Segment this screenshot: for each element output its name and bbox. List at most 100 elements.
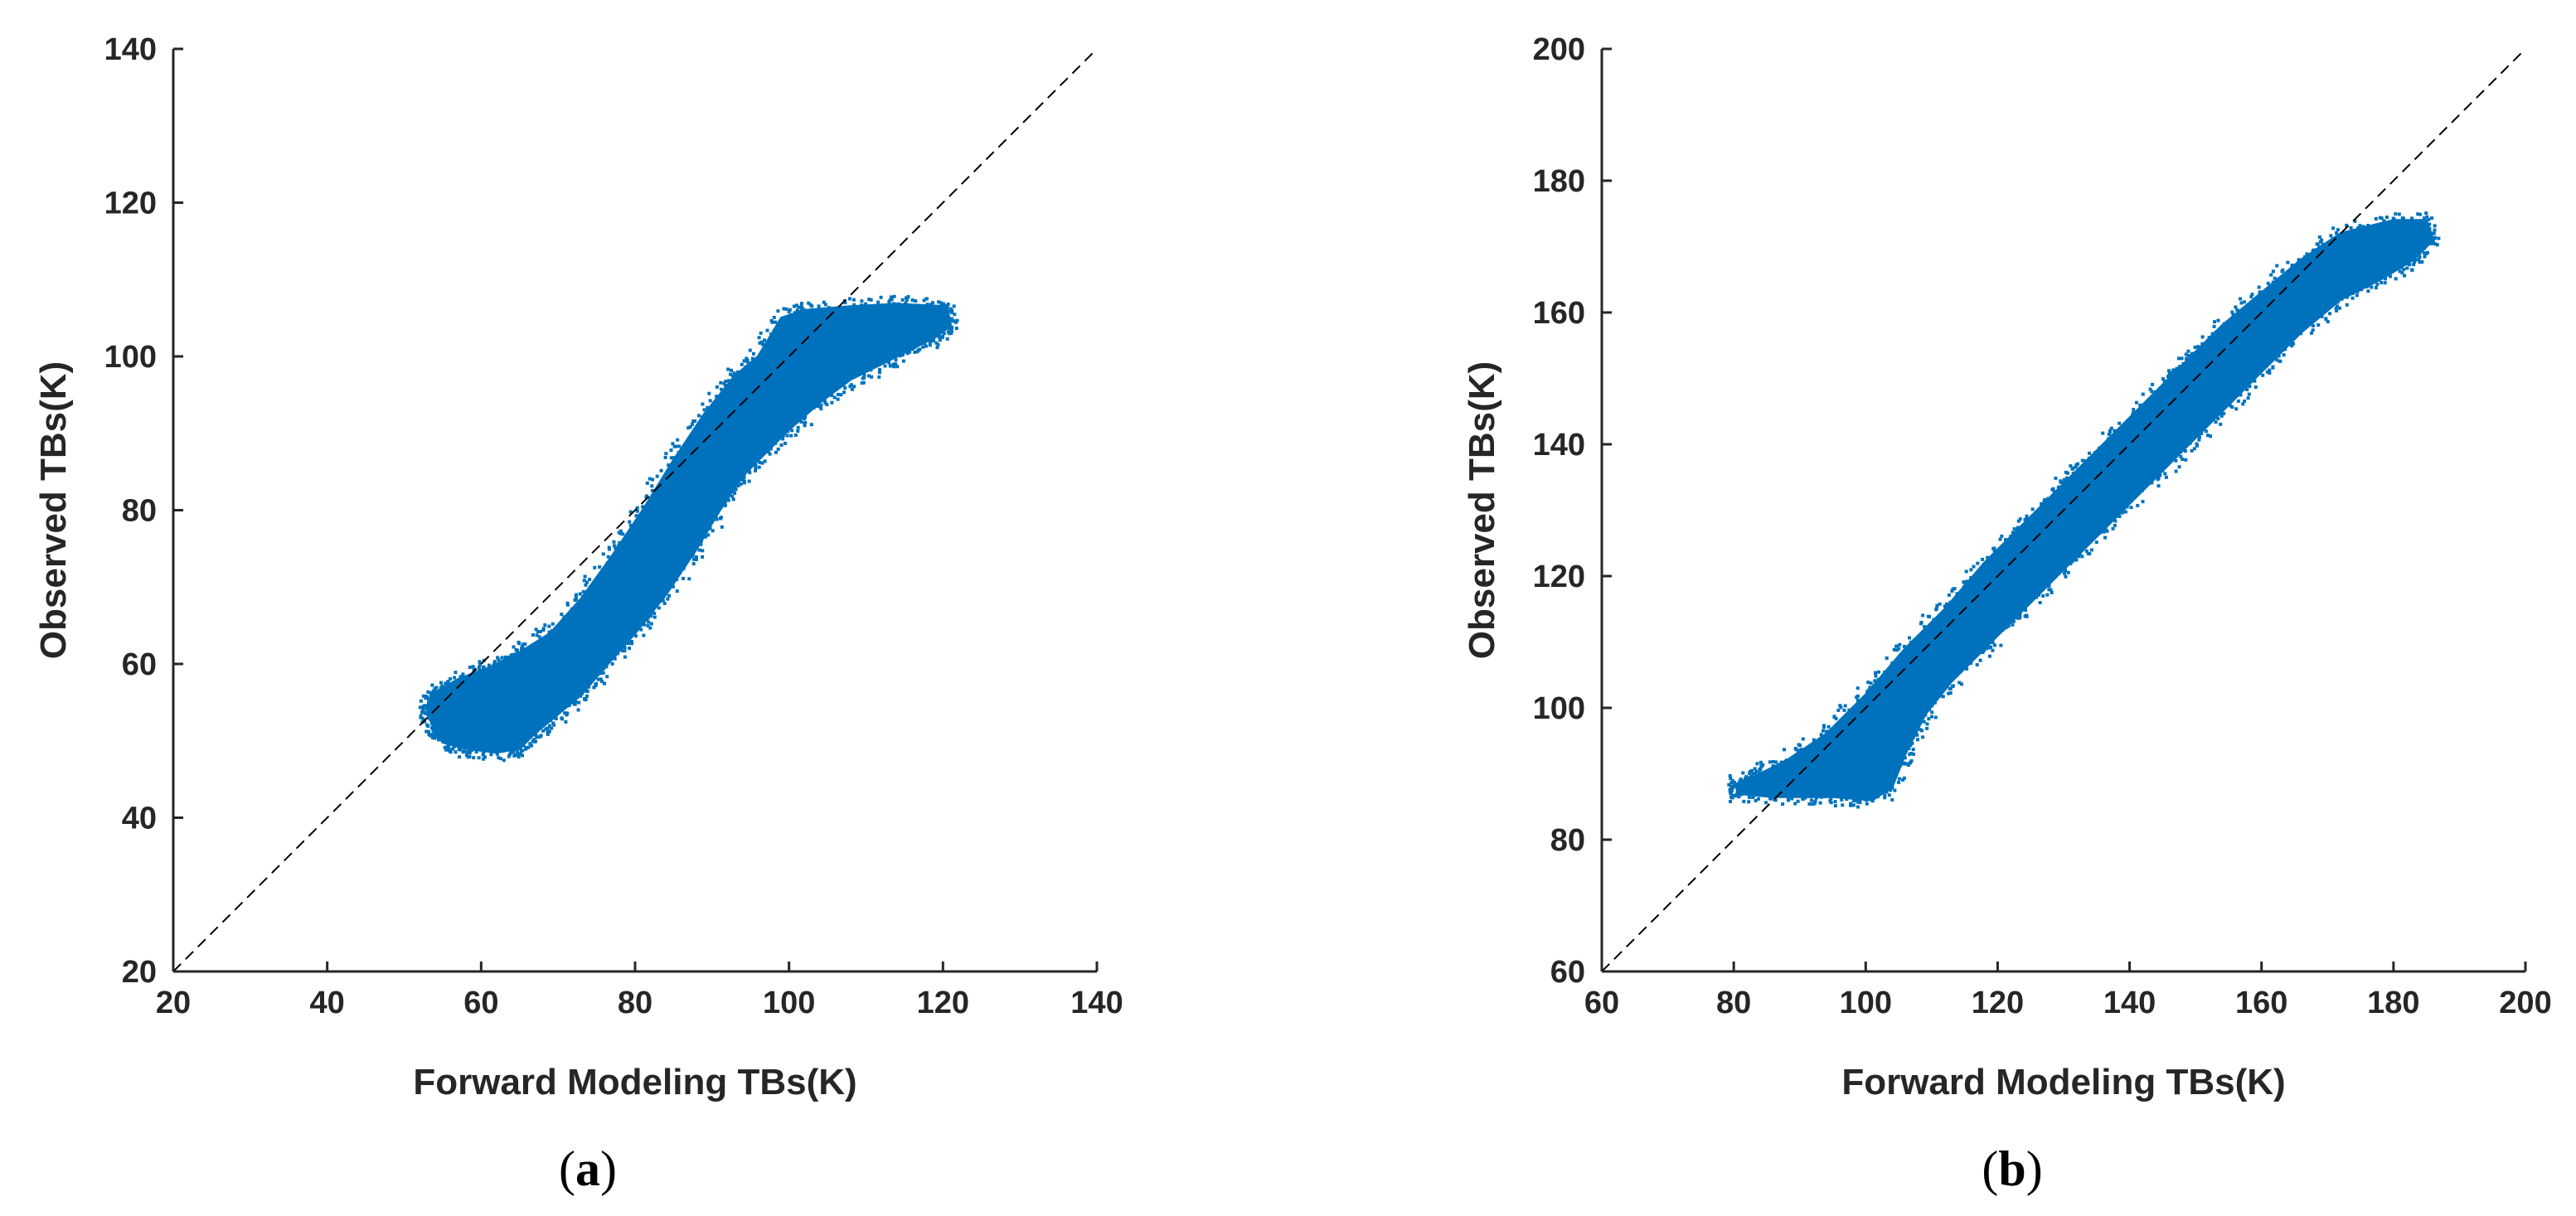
data-point xyxy=(2337,306,2341,310)
data-point xyxy=(679,566,683,570)
data-point xyxy=(1802,755,1807,759)
data-point xyxy=(751,366,755,370)
data-point xyxy=(740,478,745,482)
data-point xyxy=(808,303,813,307)
data-point xyxy=(1728,774,1732,778)
data-point xyxy=(2370,285,2374,289)
data-point xyxy=(723,503,727,507)
data-point xyxy=(1893,788,1897,792)
data-point xyxy=(799,420,803,424)
data-point xyxy=(431,733,435,737)
data-point xyxy=(612,656,616,659)
data-point xyxy=(2190,351,2194,356)
data-point xyxy=(574,700,578,704)
data-point xyxy=(2084,463,2088,468)
data-point xyxy=(648,607,652,611)
data-point xyxy=(1871,796,1875,799)
data-point xyxy=(669,448,673,453)
data-point xyxy=(1743,780,1747,784)
data-point xyxy=(1893,753,1897,758)
data-point xyxy=(2205,347,2210,351)
data-point xyxy=(2148,469,2152,472)
data-point xyxy=(543,623,547,627)
data-point xyxy=(646,623,650,627)
data-point xyxy=(2054,476,2058,480)
data-point xyxy=(1918,638,1922,642)
data-point xyxy=(446,680,450,684)
data-point xyxy=(2250,293,2254,297)
data-point xyxy=(489,753,493,757)
data-point xyxy=(1836,791,1841,794)
data-point xyxy=(2093,527,2097,531)
data-point xyxy=(504,739,508,744)
data-point xyxy=(952,319,956,323)
data-point xyxy=(1957,681,1962,685)
data-point xyxy=(2144,405,2148,409)
data-point xyxy=(1938,602,1942,606)
data-point xyxy=(637,528,641,531)
data-point xyxy=(2181,364,2185,368)
data-point xyxy=(822,315,827,319)
data-point xyxy=(2057,485,2061,489)
data-point xyxy=(1844,714,1848,718)
data-point xyxy=(1922,719,1926,724)
x-tick-label: 180 xyxy=(2367,986,2419,1020)
data-point xyxy=(2200,335,2205,339)
data-point xyxy=(565,603,570,607)
data-point xyxy=(657,606,661,610)
data-point xyxy=(2205,434,2210,438)
data-point xyxy=(1970,579,1974,583)
data-point xyxy=(731,478,735,482)
data-point xyxy=(891,362,895,366)
data-point xyxy=(757,336,761,340)
data-point xyxy=(1761,788,1765,792)
data-point xyxy=(2311,324,2315,327)
data-point xyxy=(530,744,534,748)
data-point xyxy=(2418,252,2421,255)
data-point xyxy=(2062,480,2066,484)
data-point xyxy=(657,599,662,603)
data-point xyxy=(1777,763,1781,767)
data-point xyxy=(928,343,932,347)
data-point xyxy=(728,384,732,388)
data-point xyxy=(1729,792,1733,796)
data-point xyxy=(2016,519,2021,523)
data-point xyxy=(2006,624,2011,628)
data-point xyxy=(2247,392,2251,396)
data-point xyxy=(779,443,783,447)
data-point xyxy=(482,749,486,753)
data-point xyxy=(905,298,909,302)
data-point xyxy=(2315,249,2318,253)
data-point xyxy=(714,512,717,516)
data-point xyxy=(693,419,697,423)
data-point xyxy=(2040,579,2045,584)
data-point xyxy=(567,699,571,703)
data-point xyxy=(516,648,519,652)
data-point xyxy=(2089,532,2093,536)
data-point xyxy=(2394,266,2398,270)
data-point xyxy=(754,468,758,472)
data-point xyxy=(1749,782,1753,787)
data-point xyxy=(1770,792,1774,797)
data-point xyxy=(706,524,711,528)
data-point xyxy=(2235,313,2239,317)
data-point xyxy=(2265,370,2269,374)
data-point xyxy=(435,692,439,696)
data-point xyxy=(2278,343,2282,347)
data-point xyxy=(2098,530,2103,535)
data-point xyxy=(803,417,807,421)
data-point xyxy=(817,304,821,308)
data-point xyxy=(2046,497,2050,501)
panel-label-letter: a xyxy=(575,1141,600,1196)
data-point xyxy=(935,332,939,336)
data-point xyxy=(580,692,584,695)
data-point xyxy=(664,452,668,456)
data-point xyxy=(2335,308,2339,312)
data-point xyxy=(643,610,647,614)
data-point xyxy=(799,303,803,308)
data-point xyxy=(2077,555,2080,559)
data-point xyxy=(866,306,871,310)
data-point xyxy=(2369,225,2373,229)
data-point xyxy=(648,477,652,481)
data-point xyxy=(2222,322,2226,326)
